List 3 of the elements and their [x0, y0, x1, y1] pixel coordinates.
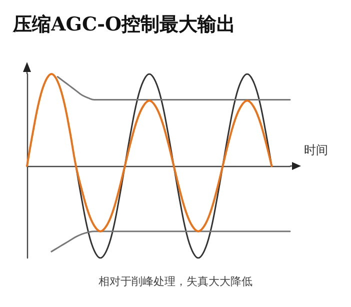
- x-axis-title: 时间: [304, 143, 328, 157]
- chart-title: 压缩AGC-O控制最大输出: [12, 14, 236, 36]
- text: 相对于削峰处理，失真大大降低: [98, 275, 252, 288]
